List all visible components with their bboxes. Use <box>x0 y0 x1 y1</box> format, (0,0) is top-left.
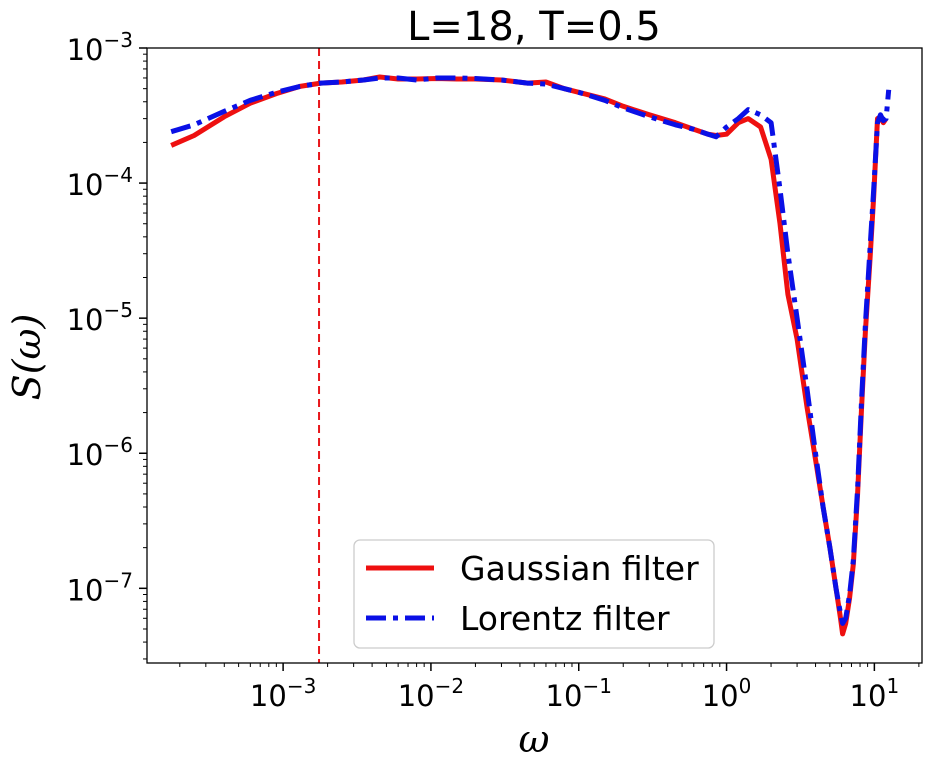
y-tick-label: 10−6 <box>67 433 133 472</box>
y-tick-exponent: −5 <box>104 298 133 322</box>
x-tick-base: 10 <box>398 679 435 713</box>
y-tick-base: 10 <box>67 33 104 67</box>
series-layer <box>170 48 892 663</box>
x-tick-label: 10−3 <box>250 674 316 713</box>
x-tick-label: 101 <box>850 674 900 713</box>
x-tick-base: 10 <box>850 679 887 713</box>
series-line-lorentz <box>170 75 892 626</box>
x-tick-base: 10 <box>546 679 583 713</box>
x-tick-label: 100 <box>702 674 752 713</box>
legend-label-lorentz: Lorentz filter <box>460 599 670 638</box>
legend-label-gaussian: Gaussian filter <box>460 549 699 588</box>
x-tick-exponent: −1 <box>582 674 611 698</box>
legend-box <box>353 539 715 649</box>
x-tick-exponent: −2 <box>435 674 464 698</box>
plot-frame <box>146 47 923 664</box>
y-tick-label: 10−3 <box>67 28 133 67</box>
y-axis-title: S(ω) <box>5 314 49 401</box>
x-tick-label: 10−2 <box>398 674 464 713</box>
y-tick-base: 10 <box>67 168 104 202</box>
x-tick-base: 10 <box>702 679 739 713</box>
minor-ticks <box>143 53 920 667</box>
chart-title: L=18, T=0.5 <box>407 4 661 50</box>
x-tick-base: 10 <box>250 679 287 713</box>
x-tick-exponent: 1 <box>886 674 899 698</box>
y-tick-exponent: −7 <box>104 568 133 592</box>
legend: Gaussian filter Lorentz filter <box>353 539 715 649</box>
y-tick-label: 10−4 <box>67 163 133 202</box>
y-tick-exponent: −4 <box>104 163 133 187</box>
y-tick-label: 10−5 <box>67 298 133 337</box>
x-tick-exponent: 0 <box>739 674 752 698</box>
y-tick-base: 10 <box>67 573 104 607</box>
x-axis-title: ω <box>519 717 550 761</box>
y-tick-base: 10 <box>67 303 104 337</box>
y-tick-exponent: −3 <box>104 28 133 52</box>
x-tick-label: 10−1 <box>546 674 612 713</box>
y-tick-base: 10 <box>67 438 104 472</box>
y-tick-exponent: −6 <box>104 433 133 457</box>
x-tick-exponent: −3 <box>287 674 316 698</box>
y-tick-label: 10−7 <box>67 568 133 607</box>
